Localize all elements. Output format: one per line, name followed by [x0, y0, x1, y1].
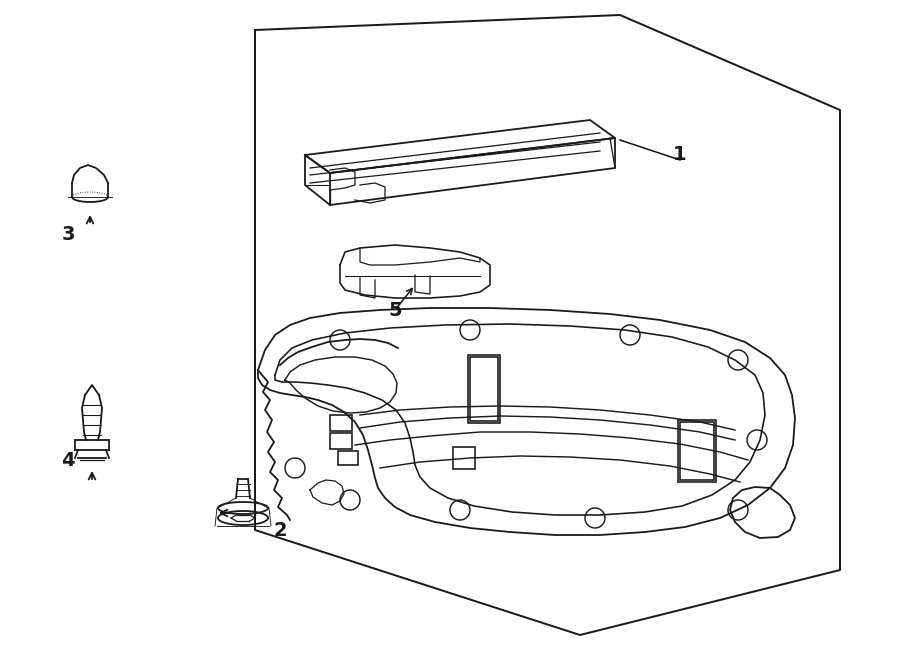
Text: 1: 1 — [673, 145, 687, 165]
Text: 2: 2 — [274, 520, 287, 539]
Text: 4: 4 — [61, 451, 75, 469]
Text: 5: 5 — [388, 301, 401, 319]
Text: 3: 3 — [61, 225, 75, 245]
